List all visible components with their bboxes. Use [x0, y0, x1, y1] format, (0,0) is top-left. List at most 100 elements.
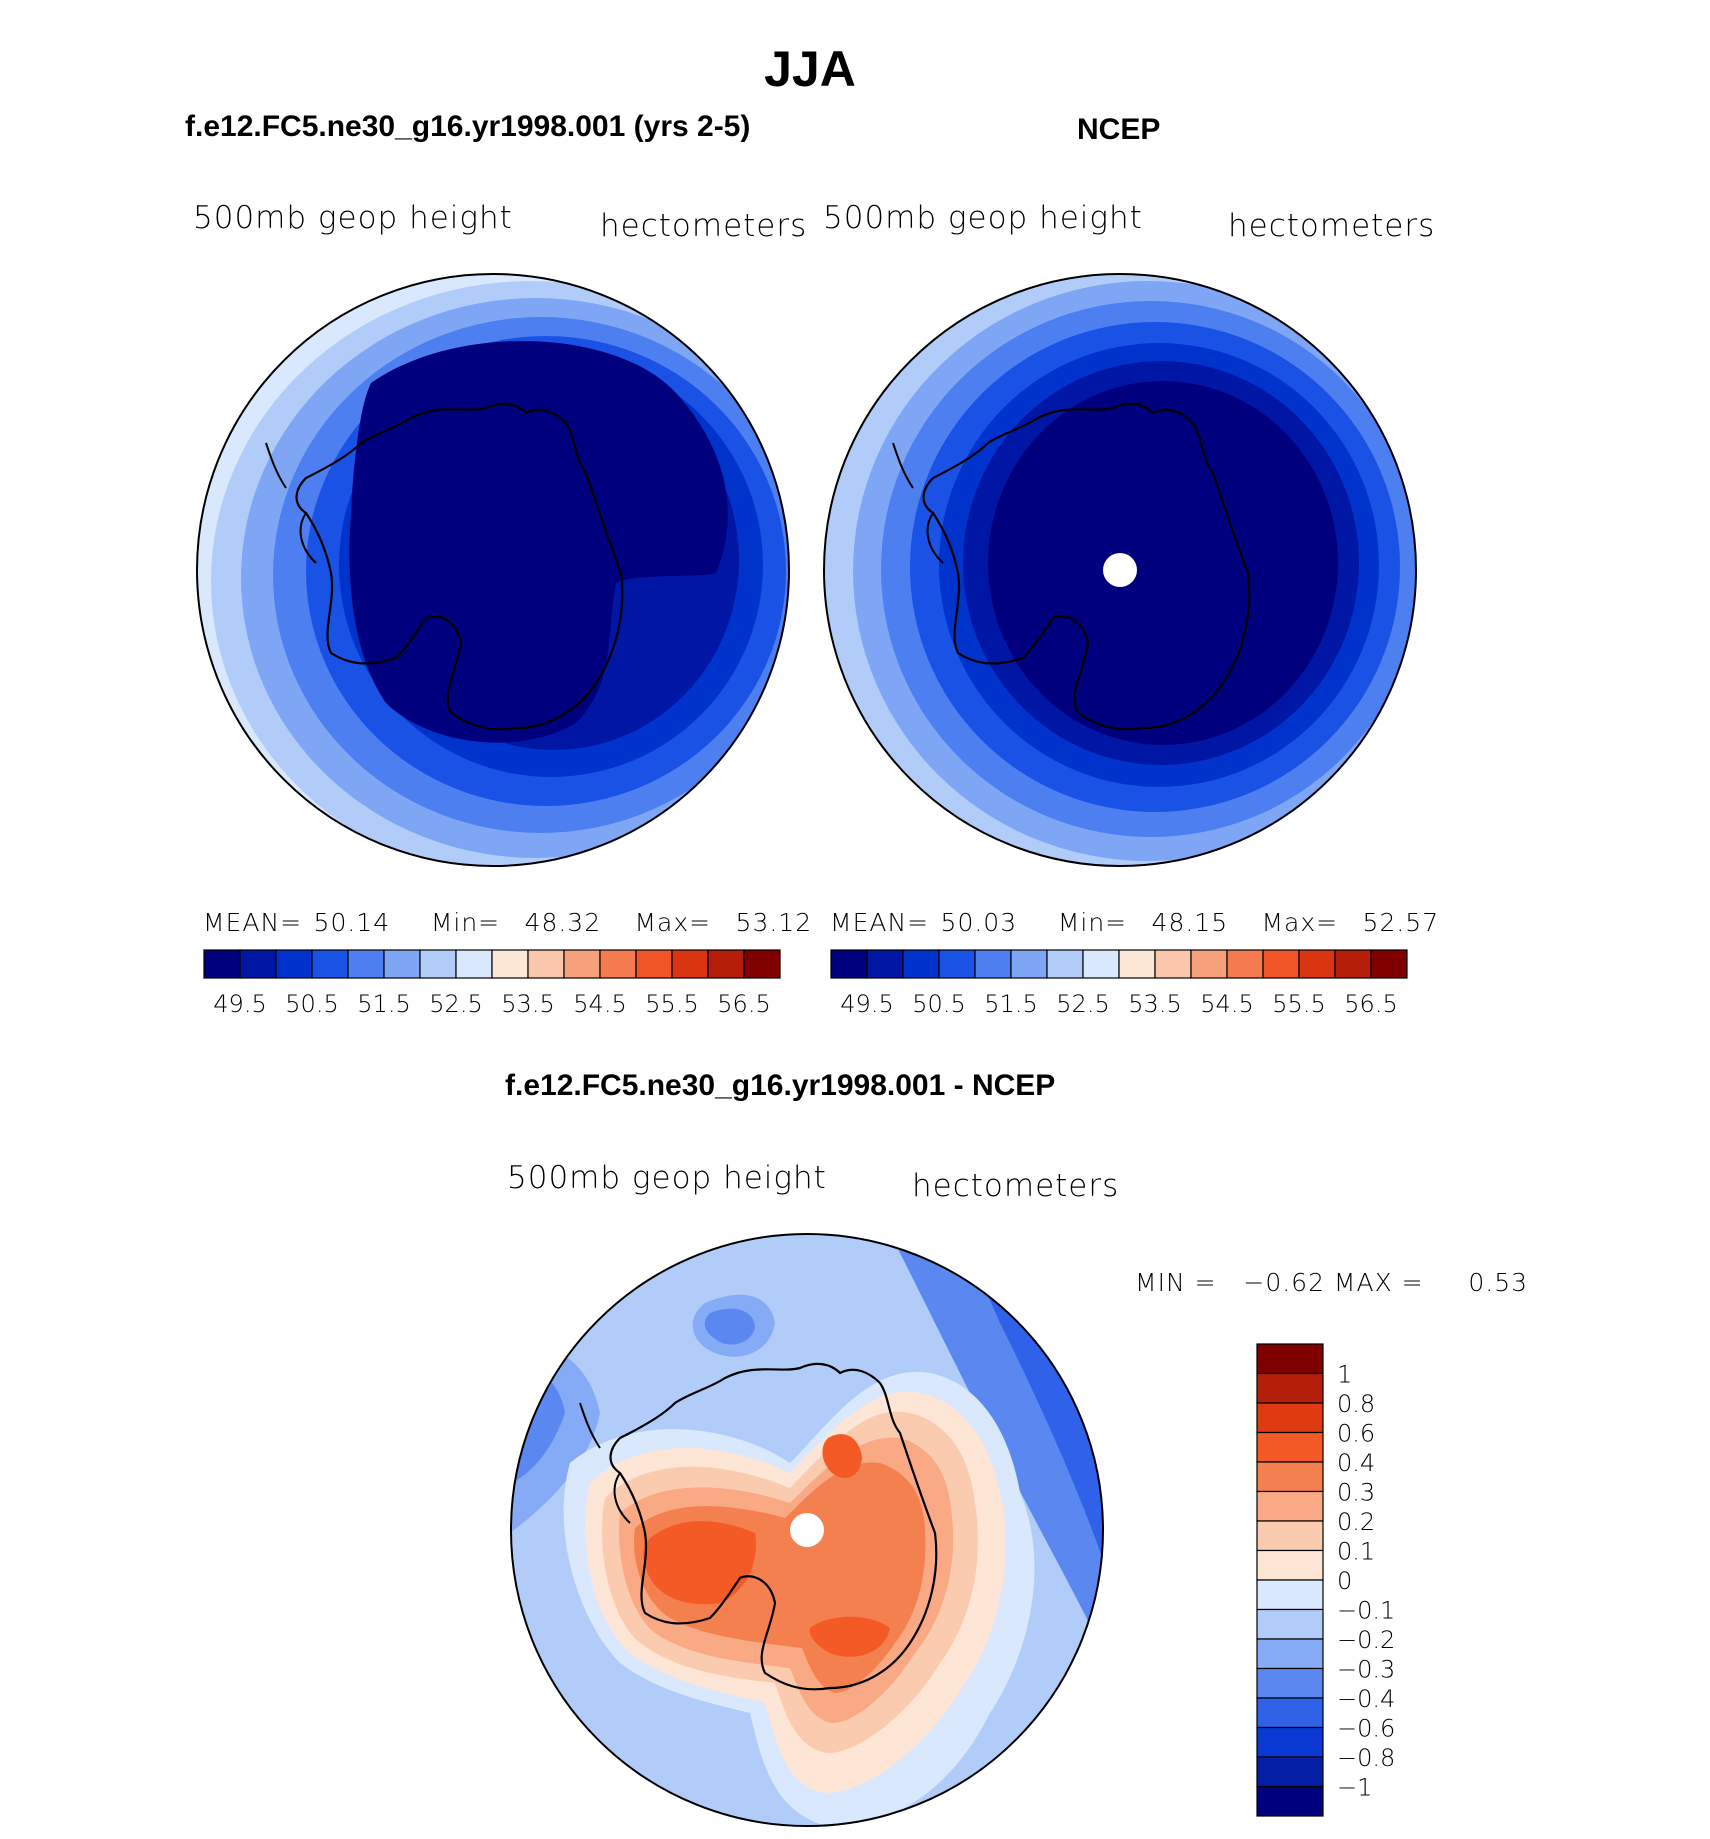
- model-colorbar-box: [563, 949, 601, 979]
- diff-colorbar-tick-label: −1: [1337, 1774, 1372, 1802]
- diff-units-label: hectometers: [912, 1168, 1120, 1204]
- obs-min-label: Min=: [1057, 908, 1128, 937]
- model-colorbar-box: [599, 949, 637, 979]
- diff-colorbar-box: [1256, 1785, 1324, 1817]
- season-title: JJA: [764, 41, 856, 97]
- model-colorbar-tick-label: 49.5: [213, 990, 266, 1016]
- diff-colorbar: 10.80.60.40.30.20.10−0.1−0.2−0.3−0.4−0.6…: [1256, 1343, 1395, 1817]
- model-max-label: Max=: [634, 908, 712, 937]
- obs-colorbar-tick-label: 49.5: [840, 990, 893, 1016]
- obs-colorbar-box: [866, 949, 904, 979]
- diff-colorbar-tick-label: −0.1: [1337, 1597, 1395, 1625]
- diff-variable-label: 500mb geop height: [507, 1160, 827, 1196]
- model-panel-title: f.e12.FC5.ne30_g16.yr1998.001 (yrs 2-5): [185, 110, 751, 143]
- diff-colorbar-box: [1256, 1461, 1324, 1493]
- diff-colorbar-box: [1256, 1490, 1324, 1522]
- obs-colorbar-tick-label: 50.5: [912, 990, 965, 1016]
- diff-colorbar-tick-label: 0.1: [1337, 1538, 1375, 1566]
- model-max-value: 53.12: [735, 908, 813, 937]
- diff-colorbar-box: [1256, 1638, 1324, 1670]
- diff-colorbar-tick-label: −0.8: [1337, 1744, 1395, 1772]
- model-mean-value: 50.14: [313, 908, 391, 937]
- obs-variable-label: 500mb geop height: [823, 200, 1143, 236]
- obs-max-label: Max=: [1261, 908, 1339, 937]
- model-colorbar-tick-label: 50.5: [285, 990, 338, 1016]
- diff-colorbar-tick-label: −0.4: [1337, 1685, 1395, 1713]
- model-colorbar-tick-label: 52.5: [429, 990, 482, 1016]
- model-colorbar-box: [671, 949, 709, 979]
- obs-colorbar-box: [830, 949, 868, 979]
- diff-colorbar-box: [1256, 1608, 1324, 1640]
- diff-colorbar-box: [1256, 1667, 1324, 1699]
- obs-colorbar-box: [1262, 949, 1300, 979]
- obs-colorbar-box: [1370, 949, 1408, 979]
- model-colorbar-box: [239, 949, 277, 979]
- obs-polar-map: [823, 273, 1417, 867]
- diff-colorbar-box: [1256, 1697, 1324, 1729]
- diff-colorbar-tick-label: 1: [1337, 1361, 1352, 1389]
- pole-hole: [1103, 553, 1137, 587]
- obs-colorbar-box: [974, 949, 1012, 979]
- model-polar-map: [196, 273, 790, 867]
- diff-colorbar-tick-label: 0.4: [1337, 1449, 1375, 1477]
- model-colorbar-box: [707, 949, 745, 979]
- diff-panel-title: f.e12.FC5.ne30_g16.yr1998.001 - NCEP: [505, 1069, 1056, 1102]
- obs-units-label: hectometers: [1228, 208, 1436, 244]
- obs-colorbar-tick-label: 54.5: [1200, 990, 1253, 1016]
- obs-colorbar-box: [902, 949, 940, 979]
- model-colorbar-box: [275, 949, 313, 979]
- obs-colorbar-tick-label: 56.5: [1344, 990, 1397, 1016]
- model-colorbar-box: [491, 949, 529, 979]
- model-colorbar-box: [635, 949, 673, 979]
- model-colorbar-tick-label: 54.5: [573, 990, 626, 1016]
- diff-colorbar-box: [1256, 1756, 1324, 1788]
- model-colorbar-tick-label: 51.5: [357, 990, 410, 1016]
- obs-colorbar-box: [1082, 949, 1120, 979]
- obs-mean-value: 50.03: [940, 908, 1018, 937]
- diff-colorbar-box: [1256, 1549, 1324, 1581]
- model-colorbar-box: [419, 949, 457, 979]
- obs-colorbar-box: [1046, 949, 1084, 979]
- obs-colorbar-box: [1010, 949, 1048, 979]
- model-colorbar-box: [203, 949, 241, 979]
- obs-colorbar-box: [1334, 949, 1372, 979]
- obs-colorbar: 49.5 50.5 51.5 52.5 53.5 54.5 55.5 56.5: [830, 949, 1408, 1016]
- diff-colorbar-tick-label: −0.3: [1337, 1656, 1395, 1684]
- obs-colorbar-tick-label: 55.5: [1272, 990, 1325, 1016]
- obs-colorbar-tick-label: 53.5: [1128, 990, 1181, 1016]
- diff-colorbar-tick-label: 0.2: [1337, 1508, 1375, 1536]
- model-colorbar: 49.5 50.5 51.5 52.5 53.5 54.5 55.5 56.5: [203, 949, 781, 1016]
- diff-colorbar-tick-label: 0: [1337, 1567, 1352, 1595]
- diff-colorbar-tick-label: −0.6: [1337, 1715, 1395, 1743]
- diff-colorbar-tick-label: 0.8: [1337, 1390, 1375, 1418]
- obs-panel-title: NCEP: [1077, 113, 1161, 146]
- obs-mean-label: MEAN=: [830, 908, 930, 937]
- obs-colorbar-box: [938, 949, 976, 979]
- diff-minmax: MIN = −0.62 MAX = 0.53: [1135, 1268, 1529, 1297]
- diff-polar-map: [510, 1233, 1104, 1827]
- obs-stats: MEAN= 50.03 Min= 48.15 Max= 52.57: [830, 908, 1439, 937]
- obs-colorbar-box: [1154, 949, 1192, 979]
- diff-colorbar-box: [1256, 1520, 1324, 1552]
- model-colorbar-box: [383, 949, 421, 979]
- obs-max-value: 52.57: [1362, 908, 1440, 937]
- model-colorbar-box: [347, 949, 385, 979]
- model-colorbar-tick-label: 53.5: [501, 990, 554, 1016]
- diff-colorbar-tick-label: 0.3: [1337, 1479, 1375, 1507]
- diff-colorbar-box: [1256, 1726, 1324, 1758]
- model-min-value: 48.32: [524, 908, 602, 937]
- model-mean-label: MEAN=: [203, 908, 303, 937]
- model-colorbar-box: [455, 949, 493, 979]
- obs-min-value: 48.15: [1151, 908, 1229, 937]
- diff-colorbar-box: [1256, 1431, 1324, 1463]
- obs-colorbar-box: [1226, 949, 1264, 979]
- obs-colorbar-box: [1298, 949, 1336, 979]
- model-variable-label: 500mb geop height: [193, 200, 513, 236]
- model-units-label: hectometers: [600, 208, 808, 244]
- diff-colorbar-box: [1256, 1579, 1324, 1611]
- model-colorbar-tick-label: 56.5: [717, 990, 770, 1016]
- model-stats: MEAN= 50.14 Min= 48.32 Max= 53.12: [203, 908, 812, 937]
- model-colorbar-box: [527, 949, 565, 979]
- model-colorbar-box: [743, 949, 781, 979]
- diff-colorbar-box: [1256, 1343, 1324, 1375]
